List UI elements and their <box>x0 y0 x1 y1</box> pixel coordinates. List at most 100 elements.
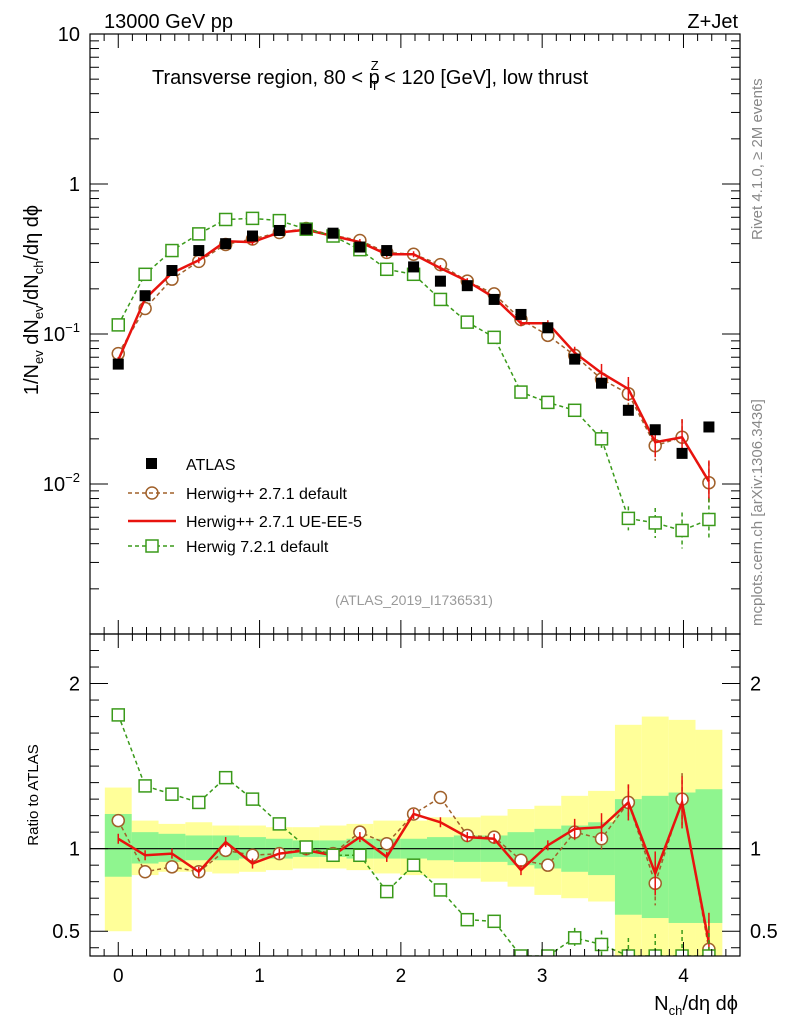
ratio-y-tick-right-2: 2 <box>750 674 761 696</box>
y-axis-label-ratio: Ratio to ATLAS <box>25 744 42 845</box>
ratio-h721-point-1 <box>138 779 152 793</box>
legend-atlas-label: ATLAS <box>186 457 236 474</box>
ratio-h721-point-8 <box>326 848 340 863</box>
x-tick-label-3: 3 <box>537 966 548 987</box>
main-atlas-point-22 <box>703 421 715 433</box>
analysis-tag: (ATLAS_2019_I1736531) <box>335 592 493 608</box>
x-tick-label-0: 0 <box>113 966 124 987</box>
main-atlas-point-2 <box>166 265 178 277</box>
ratio-h721-point-22 <box>702 949 716 956</box>
ratio-plot-series <box>111 708 716 956</box>
ratio-band-inner-3 <box>185 835 213 861</box>
main-h721-point-13 <box>460 315 475 329</box>
ratio-h721-point-16 <box>541 949 555 956</box>
main-h721-point-1 <box>138 267 152 282</box>
ratio-band-inner-22 <box>695 789 723 923</box>
ratio-h721-point-17 <box>567 931 582 945</box>
mcplots-label: mcplots.cern.ch [arXiv:1306.3436] <box>749 399 766 626</box>
main-atlas-point-21 <box>676 447 688 459</box>
ratio-h271def-point-16 <box>541 858 555 872</box>
plot-title: Transverse region, 80 < pZ T < 120 [GeV],… <box>152 58 589 93</box>
main-atlas-point-15 <box>515 308 527 320</box>
x-tick-label-2: 2 <box>396 966 407 987</box>
ratio-h721-point-18 <box>594 937 609 952</box>
legend-h721-label: Herwig 7.2.1 default <box>186 539 329 556</box>
ratio-h721-line <box>117 714 709 956</box>
rivet-label: Rivet 4.1.0, ≥ 2M events <box>749 78 766 240</box>
main-plot-series <box>111 211 716 549</box>
ratio-y-tick-right-0.5: 0.5 <box>750 921 778 943</box>
main-atlas-point-4 <box>220 238 232 250</box>
main-atlas-point-13 <box>461 280 473 292</box>
main-atlas-point-6 <box>273 224 285 236</box>
x-tick-label-4: 4 <box>678 966 689 987</box>
main-h721-point-5 <box>245 211 260 226</box>
ratio-y-tick-left-0.5: 0.5 <box>52 921 80 943</box>
main-h721-point-4 <box>218 212 233 227</box>
x-axis-label: Nch/dη dϕ <box>654 993 738 1018</box>
main-h721-point-16 <box>541 395 555 410</box>
ratio-h721-point-2 <box>165 787 179 801</box>
ratio-h721-point-10 <box>379 884 394 899</box>
ratio-h721-point-0 <box>111 708 126 722</box>
ratio-h721-point-7 <box>299 840 313 854</box>
main-atlas-point-10 <box>381 245 393 257</box>
legend-h271def-label: Herwig++ 2.7.1 default <box>186 486 348 503</box>
ratio-h271def-point-1 <box>138 865 152 879</box>
main-h721-point-2 <box>165 243 179 258</box>
main-atlas-point-11 <box>408 261 420 273</box>
ratio-h271def-point-2 <box>165 860 179 874</box>
main-atlas-point-17 <box>569 353 581 365</box>
main-atlas-point-7 <box>300 223 312 235</box>
ratio-h271def-point-10 <box>379 836 394 851</box>
ratio-y-tick-left-2: 2 <box>69 674 80 696</box>
ratio-h721-point-15 <box>514 949 528 956</box>
main-h721-point-22 <box>702 512 716 527</box>
main-h721-point-15 <box>514 385 528 399</box>
ratio-h721-point-11 <box>406 858 421 872</box>
header-left: 13000 GeV pp <box>104 11 233 33</box>
main-h721-point-17 <box>567 403 582 418</box>
ratio-h721-point-14 <box>487 914 501 929</box>
legend-h271def-marker <box>145 486 159 500</box>
axis-ticks: 0 1 2 3 4 10 1 10−1 10−2 0.5 0.5 1 1 2 2 <box>43 24 778 987</box>
ratio-h721-point-9 <box>353 848 367 863</box>
ratio-y-tick-right-1: 1 <box>750 839 761 861</box>
y-tick-label-1: 1 <box>69 174 80 196</box>
main-h721-point-18 <box>594 432 609 446</box>
ratio-y-tick-left-1: 1 <box>69 839 80 861</box>
main-atlas-point-5 <box>247 230 258 242</box>
main-h721-point-6 <box>272 213 287 228</box>
ratio-h721-point-6 <box>272 817 287 831</box>
ratio-h721-point-5 <box>245 792 260 806</box>
main-atlas-point-16 <box>542 322 554 334</box>
main-h721-point-19 <box>621 511 636 526</box>
main-atlas-point-18 <box>596 377 608 389</box>
main-atlas-point-3 <box>193 245 205 257</box>
main-atlas-point-14 <box>488 293 500 305</box>
main-atlas-point-19 <box>622 404 634 416</box>
ratio-h721-point-13 <box>460 912 475 927</box>
ratio-h271def-point-0 <box>111 813 126 828</box>
main-atlas-point-9 <box>354 241 366 253</box>
header-right: Z+Jet <box>687 11 738 33</box>
y-tick-label-10e-1: 10−1 <box>43 320 80 346</box>
ratio-band-inner-5 <box>239 837 266 859</box>
main-h721-point-20 <box>648 516 662 530</box>
main-h721-point-10 <box>379 262 394 277</box>
main-h721-point-12 <box>433 292 448 307</box>
main-atlas-point-0 <box>112 358 124 370</box>
x-tick-label-1: 1 <box>254 966 265 987</box>
main-h721-point-0 <box>111 318 126 332</box>
legend: ATLAS Herwig++ 2.7.1 default Herwig++ 2.… <box>128 457 362 556</box>
y-tick-label-10: 10 <box>58 24 80 46</box>
y-axis-label-main: 1/Nev dNev/dNch/dη dϕ <box>21 205 46 395</box>
legend-atlas-marker <box>146 458 157 469</box>
ratio-h721-point-19 <box>621 949 636 956</box>
ratio-h721-point-3 <box>192 795 206 810</box>
ratio-h271def-point-12 <box>433 790 448 805</box>
legend-h271ue-label: Herwig++ 2.7.1 UE-EE-5 <box>186 514 362 531</box>
main-h721-point-21 <box>675 523 689 538</box>
ratio-h721-point-21 <box>675 949 689 956</box>
